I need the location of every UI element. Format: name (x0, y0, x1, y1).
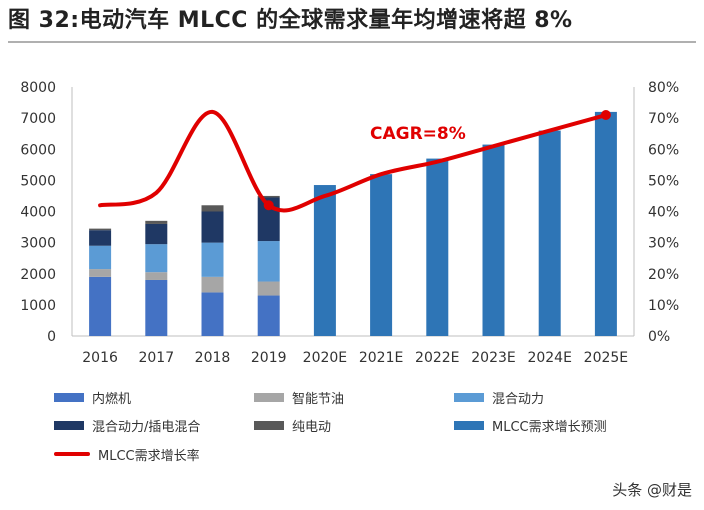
bar-hev (201, 276, 224, 293)
legend-label-rate: MLCC需求增长率 (98, 448, 200, 464)
y-left-tick-label: 2000 (20, 267, 56, 283)
x-tick-label: 2022E (415, 350, 459, 366)
legend-label-ice: 内燃机 (92, 391, 132, 407)
legend-swatch-bev (254, 420, 284, 430)
bar-hev (257, 281, 280, 296)
y-left-tick-label: 1000 (20, 298, 56, 314)
bar-bev (201, 205, 224, 212)
legend-item-hev: 智能节油 (254, 386, 344, 408)
legend-item-ev-mix: 混合动力/插电混合 (54, 414, 200, 436)
chart-legend: 内燃机 智能节油 混合动力 混合动力/插电混合 纯电动 MLCC需求增长预测 M… (0, 380, 704, 480)
bar-ice (201, 292, 224, 336)
legend-item-rate: MLCC需求增长率 (54, 443, 200, 465)
y-right-tick-label: 60% (648, 142, 679, 158)
y-left-tick-label: 8000 (20, 80, 56, 96)
rate-point-2025e (600, 110, 611, 121)
bar-ice (257, 295, 280, 336)
legend-label-ev-mix: 混合动力/插电混合 (92, 419, 201, 435)
x-tick-label: 2025E (584, 350, 628, 366)
y-right-tick-label: 40% (648, 205, 679, 221)
bar-forecast (426, 158, 449, 336)
bar-forecast (313, 185, 336, 336)
legend-swatch-rate (54, 452, 90, 456)
y-right-tick-label: 80% (648, 80, 679, 96)
y-left-tick-label: 6000 (20, 142, 56, 158)
bar-ev_mix (201, 211, 224, 243)
x-tick-label: 2023E (471, 350, 515, 366)
x-tick-label: 2019 (251, 350, 287, 366)
bar-hev (89, 269, 112, 277)
bar-phev (89, 245, 112, 270)
cagr-annotation: CAGR=8% (370, 124, 466, 144)
y-left-tick-label: 0 (47, 329, 56, 345)
legend-swatch-forecast (454, 420, 484, 430)
legend-item-bev: 纯电动 (254, 414, 331, 436)
legend-label-forecast: MLCC需求增长预测 (492, 419, 607, 435)
legend-swatch-ev-mix (54, 420, 84, 430)
x-tick-label: 2021E (359, 350, 403, 366)
y-left-tick-label: 7000 (20, 111, 56, 127)
y-right-tick-label: 30% (648, 236, 679, 252)
bar-bev (257, 195, 280, 198)
watermark: 头条 @财是 (612, 481, 692, 499)
y-left-tick-label: 3000 (20, 236, 56, 252)
x-tick-label: 2018 (195, 350, 231, 366)
y-left-tick-label: 5000 (20, 173, 56, 189)
bar-ev_mix (145, 223, 168, 245)
x-tick-label: 2016 (82, 350, 118, 366)
x-tick-label: 2024E (527, 350, 571, 366)
bar-phev (201, 242, 224, 277)
legend-label-bev: 纯电动 (292, 419, 332, 435)
y-right-tick-label: 70% (648, 111, 679, 127)
legend-item-phev: 混合动力 (454, 386, 544, 408)
y-right-tick-label: 20% (648, 267, 679, 283)
bar-bev (145, 220, 168, 224)
legend-label-phev: 混合动力 (492, 391, 545, 407)
bar-forecast (370, 174, 393, 336)
rate-point-2019 (263, 200, 274, 211)
bar-forecast (594, 111, 617, 337)
legend-swatch-phev (454, 392, 484, 402)
legend-label-hev: 智能节油 (292, 391, 345, 407)
bar-hev (145, 272, 168, 280)
legend-item-forecast: MLCC需求增长预测 (454, 414, 607, 436)
bar-line-chart: 0 1000 2000 3000 4000 5000 6000 7000 8000 0% 10% 20… (20, 80, 679, 366)
legend-item-ice: 内燃机 (54, 386, 131, 408)
bar-phev (257, 241, 280, 282)
bar-ice (145, 279, 168, 336)
bar-bev (89, 228, 112, 231)
bar-ev_mix (89, 230, 112, 246)
rate-line (98, 109, 608, 213)
y-right-tick-label: 50% (648, 173, 679, 189)
x-tick-label: 2017 (138, 350, 174, 366)
y-left-tick-label: 4000 (20, 205, 56, 221)
legend-swatch-ice (54, 392, 84, 402)
figure-title: 图 32:电动汽车 MLCC 的全球需求量年均增速将超 8% (8, 8, 573, 33)
bar-forecast (538, 130, 561, 336)
bar-forecast (482, 144, 505, 336)
y-right-tick-label: 10% (648, 298, 679, 314)
bar-phev (145, 244, 168, 273)
title-divider (8, 41, 696, 43)
bar-ice (89, 276, 112, 336)
y-right-tick-label: 0% (648, 329, 670, 345)
legend-swatch-hev (254, 392, 284, 402)
x-tick-label: 2020E (303, 350, 347, 366)
